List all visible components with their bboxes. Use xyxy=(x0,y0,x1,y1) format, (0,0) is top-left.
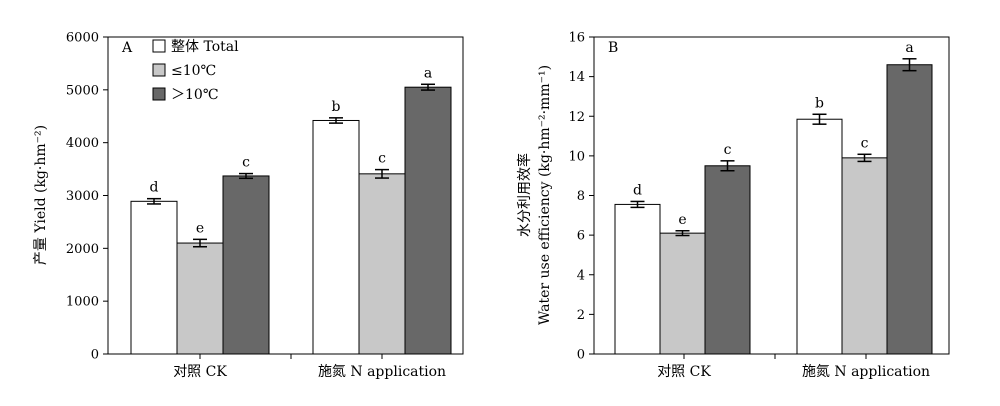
panel-b-significance-letter: b xyxy=(815,95,824,111)
legend-swatch-total xyxy=(152,39,166,53)
panel-a-significance-letter: c xyxy=(378,151,386,167)
panel-b-y-tick-label: 14 xyxy=(568,70,585,85)
panel-a-category-label: 施氮 N application xyxy=(318,364,446,380)
panel-b-y-tick-label: 4 xyxy=(577,268,585,283)
panel-a-x-axis: 对照 CK 施氮 N application xyxy=(173,354,446,380)
panel-a-y-tick-label: 4000 xyxy=(66,136,99,151)
panel-a-bar-total xyxy=(130,200,178,355)
panel-a-y-axis: 0 1000 2000 3000 4000 5000 6000 xyxy=(66,31,108,363)
panel-b-y-tick-label: 2 xyxy=(577,308,585,323)
legend-item-total: 整体 Total xyxy=(152,39,239,55)
panel-b-y-tick-label: 0 xyxy=(577,348,585,363)
panel-b-category-label: 施氮 N application xyxy=(802,364,930,380)
panel-a-significance-letter: b xyxy=(332,99,341,115)
panel-a-bar-total xyxy=(312,119,360,355)
panel-a-y-tick-label: 2000 xyxy=(66,242,99,257)
panel-a-y-tick-label: 0 xyxy=(91,348,99,363)
panel-a-bar-high xyxy=(222,175,270,355)
panel-b-significance-letter: e xyxy=(678,212,686,228)
panel-a-bars: d e c b c a xyxy=(130,65,452,355)
legend-label-total: 整体 Total xyxy=(171,39,239,55)
legend-item-low: ≤10℃ xyxy=(152,63,216,79)
legend: 整体 Total ≤10℃ ＞10℃ xyxy=(152,39,239,103)
panel-a-y-tick-label: 1000 xyxy=(66,295,99,310)
panel-a-y-tick-label: 5000 xyxy=(66,83,99,98)
panel-a-y-tick-label: 6000 xyxy=(66,31,99,46)
legend-swatch-high xyxy=(152,87,166,101)
panel-b-significance-letter: a xyxy=(905,40,913,56)
panel-b-y-tick-label: 8 xyxy=(577,189,585,204)
panel-b-bar-total xyxy=(614,203,661,355)
panel-a-y-axis-label: 产量 Yield (kg·hm⁻²) xyxy=(33,125,49,265)
legend-swatch-low xyxy=(152,63,166,77)
panel-b-y-axis-label-line1: 水分利用效率 xyxy=(516,153,533,237)
panel-a-label: A xyxy=(121,40,133,56)
panel-b-bars: d e c b c a xyxy=(614,40,933,355)
legend-label-high: ＞10℃ xyxy=(171,87,218,103)
panel-a-bar-low xyxy=(358,173,406,355)
panel-b-x-axis: 对照 CK 施氮 N application xyxy=(657,354,930,380)
panel-a-significance-letter: d xyxy=(150,180,159,196)
panel-a-significance-letter: e xyxy=(196,220,204,236)
panel-b-y-axis-label-line2: Water use efficiency (kg·hm⁻²·mm⁻¹) xyxy=(537,65,553,325)
panel-b-bar-low xyxy=(841,157,888,355)
panel-a-bar-low xyxy=(176,242,224,355)
panel-a-significance-letter: a xyxy=(424,65,432,81)
panel-b-y-tick-label: 6 xyxy=(577,229,585,244)
panel-b-chart: 0 2 4 6 8 10 12 14 16 d e c b c a 对照 CK 施氮 N applicati… xyxy=(516,31,950,380)
panel-b-y-tick-label: 12 xyxy=(568,110,585,125)
panel-b-y-tick-label: 10 xyxy=(568,149,585,164)
panel-b-bar-high xyxy=(704,165,751,355)
panel-b-y-axis: 0 2 4 6 8 10 12 14 16 xyxy=(568,31,594,363)
panel-b-bar-low xyxy=(659,232,706,355)
panel-b-y-tick-label: 16 xyxy=(568,31,585,46)
panel-b-label: B xyxy=(608,40,618,56)
panel-b-bar-high xyxy=(886,64,933,355)
panel-a-y-tick-label: 3000 xyxy=(66,189,99,204)
panel-b-significance-letter: d xyxy=(633,182,642,198)
panel-b-bar-total xyxy=(796,118,843,355)
panel-b-significance-letter: c xyxy=(861,135,869,151)
panel-b-significance-letter: c xyxy=(724,142,732,158)
legend-item-high: ＞10℃ xyxy=(152,87,218,103)
panel-a-bar-high xyxy=(404,86,452,355)
panel-a-chart: 0 1000 2000 3000 4000 5000 6000 d e c b c a 对照 CK 施氮… xyxy=(33,31,464,380)
panel-a-significance-letter: c xyxy=(242,155,250,171)
legend-label-low: ≤10℃ xyxy=(171,63,216,79)
panel-b-category-label: 对照 CK xyxy=(657,364,711,380)
panel-a-category-label: 对照 CK xyxy=(173,364,227,380)
